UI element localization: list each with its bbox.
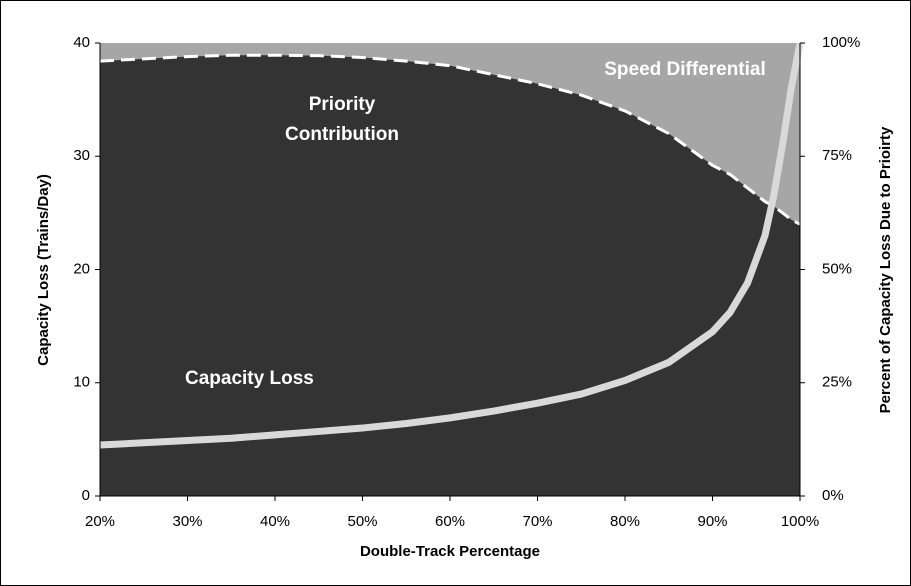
- y2-tick-label: 75%: [822, 147, 852, 164]
- line: [99, 42, 804, 449]
- x-tick-label: 40%: [260, 513, 290, 530]
- x-tick-label: 70%: [522, 513, 552, 530]
- x-tick-label: 60%: [435, 513, 465, 530]
- y-tick-label: 0: [82, 487, 90, 504]
- y2-tick-label: 100%: [822, 34, 860, 51]
- y2-tick-label: 0%: [822, 487, 844, 504]
- x-tick-label: 80%: [610, 513, 640, 530]
- area: [100, 55, 800, 497]
- y-axis-label: Capacity Loss (Trains/Day): [35, 174, 52, 366]
- x-tick-label: 90%: [697, 513, 727, 530]
- x-tick-label: 50%: [347, 513, 377, 530]
- y2-tick-label: 25%: [822, 374, 852, 391]
- annotation: Speed Differential: [604, 59, 766, 80]
- area-label: Priority Contribution: [285, 94, 399, 145]
- x-tick-label: 100%: [781, 513, 819, 530]
- y-tick-label: 10: [73, 374, 90, 391]
- y-tick-label: 20: [73, 260, 90, 277]
- y2-tick-label: 50%: [822, 260, 852, 277]
- plot-area: Priority Contribution Capacity Loss Speed D…: [99, 42, 804, 497]
- y-tick-label: 40: [73, 34, 90, 51]
- x-tick-label: 20%: [85, 513, 115, 530]
- x-axis-label: Double-Track Percentage: [360, 543, 540, 560]
- y-tick-label: 30: [73, 147, 90, 164]
- y2-axis-label: Percent of Capacity Loss Due to Prioirty: [877, 126, 894, 413]
- line-label: Capacity Loss: [185, 368, 314, 389]
- x-tick-label: 30%: [172, 513, 202, 530]
